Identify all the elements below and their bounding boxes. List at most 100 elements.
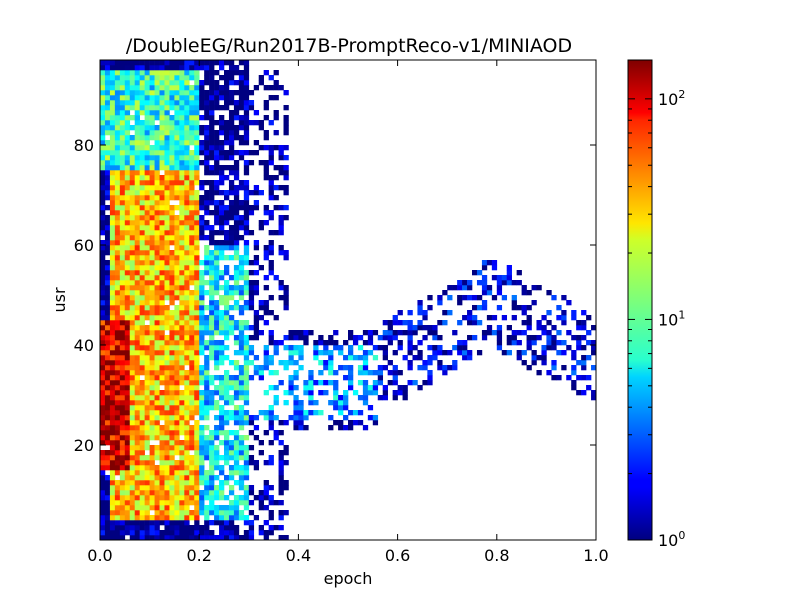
heatmap-cell [100, 200, 106, 206]
heatmap-cell [283, 400, 289, 406]
heatmap-cell [129, 115, 136, 121]
heatmap-cell [283, 485, 289, 491]
heatmap-cell [501, 315, 508, 321]
heatmap-cell [248, 430, 255, 436]
heatmap-cell [124, 455, 131, 461]
heatmap-cell [154, 490, 160, 496]
heatmap-cell [139, 480, 145, 486]
heatmap-cell [397, 370, 403, 376]
heatmap-cell [109, 165, 116, 171]
heatmap-cell [109, 430, 116, 436]
heatmap-cell [491, 330, 498, 336]
heatmap-cell [417, 300, 423, 306]
heatmap-cell [104, 170, 111, 176]
heatmap-cell [129, 235, 136, 241]
heatmap-cell [109, 70, 116, 76]
heatmap-cell [209, 90, 215, 96]
heatmap-cell [283, 115, 289, 121]
heatmap-cell [189, 340, 195, 346]
heatmap-cell [114, 245, 121, 251]
heatmap-cell [462, 350, 468, 356]
heatmap-cell [278, 455, 284, 461]
heatmap-cell [129, 515, 136, 521]
heatmap-cell [273, 230, 279, 236]
heatmap-cell [189, 260, 195, 266]
heatmap-cell [139, 500, 145, 506]
heatmap-cell [124, 185, 131, 191]
y-tick-label: 20 [74, 436, 94, 455]
heatmap-cell [238, 395, 245, 401]
heatmap-cell [154, 500, 160, 506]
heatmap-cell [159, 475, 165, 481]
heatmap-cell [199, 200, 205, 206]
heatmap-cell [164, 190, 170, 196]
heatmap-cell [253, 140, 260, 146]
heatmap-cell [481, 285, 488, 291]
heatmap-cell [179, 500, 185, 506]
heatmap-cell [199, 80, 205, 86]
heatmap-cell [228, 115, 235, 121]
heatmap-cell [169, 260, 175, 266]
heatmap-cell [139, 390, 145, 396]
heatmap-cell [214, 490, 220, 496]
heatmap-cell [457, 300, 463, 306]
heatmap-cell [194, 365, 200, 371]
heatmap-cell [199, 300, 205, 306]
heatmap-cell [149, 485, 155, 491]
heatmap-cell [124, 95, 131, 101]
heatmap-cell [139, 205, 145, 211]
heatmap-cell [516, 355, 522, 361]
heatmap-cell [199, 510, 205, 516]
heatmap-cell [139, 180, 145, 186]
heatmap-cell [273, 340, 279, 346]
heatmap-cell [104, 360, 111, 366]
heatmap-cell [144, 325, 150, 331]
heatmap-cell [154, 150, 160, 156]
heatmap-cell [174, 315, 180, 321]
heatmap-cell [119, 415, 126, 421]
heatmap-cell [129, 145, 136, 151]
heatmap-cell [149, 245, 155, 251]
heatmap-cell [174, 325, 180, 331]
heatmap-cell [179, 90, 185, 96]
heatmap-cell [169, 535, 175, 541]
heatmap-cell [258, 120, 264, 126]
heatmap-cell [119, 195, 126, 201]
heatmap-cell [114, 505, 121, 511]
heatmap-cell [209, 275, 215, 281]
heatmap-cell [209, 495, 215, 501]
heatmap-cell [233, 410, 240, 416]
heatmap-cell [283, 215, 289, 221]
heatmap-cell [233, 185, 240, 191]
heatmap-cell [541, 330, 547, 336]
heatmap-cell [204, 340, 210, 346]
heatmap-cell [144, 400, 150, 406]
heatmap-cell [561, 295, 567, 301]
heatmap-cell [551, 375, 557, 381]
heatmap-cell [531, 355, 537, 361]
heatmap-cell [219, 355, 225, 361]
heatmap-cell [238, 455, 245, 461]
heatmap-cell [248, 210, 255, 216]
heatmap-cell [149, 405, 155, 411]
heatmap-cell [214, 80, 220, 86]
heatmap-cell [124, 255, 131, 261]
heatmap-cell [204, 400, 210, 406]
heatmap-cell [149, 180, 155, 186]
heatmap-cell [104, 455, 111, 461]
heatmap-cell [129, 295, 136, 301]
heatmap-cell [149, 100, 155, 106]
heatmap-cell [233, 390, 240, 396]
heatmap-cell [228, 110, 235, 116]
heatmap-cell [298, 365, 304, 371]
heatmap-cell [124, 85, 131, 91]
heatmap-cell [154, 230, 160, 236]
heatmap-cell [184, 100, 190, 106]
heatmap-cell [100, 80, 106, 86]
heatmap-cell [268, 410, 274, 416]
heatmap-cell [109, 475, 116, 481]
heatmap-cell [233, 210, 240, 216]
heatmap-cell [467, 315, 473, 321]
heatmap-cell [263, 480, 269, 486]
